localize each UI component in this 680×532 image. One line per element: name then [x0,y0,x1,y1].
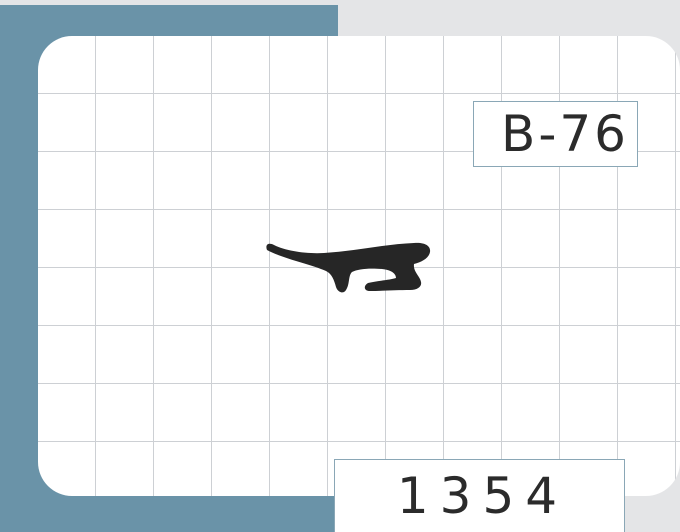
part-number-label: 1354 [334,459,625,532]
model-code-text: B-76 [501,105,629,163]
seal-profile-icon [266,242,431,293]
part-number-text: 1354 [396,467,569,525]
model-code-label: B-76 [473,101,638,167]
